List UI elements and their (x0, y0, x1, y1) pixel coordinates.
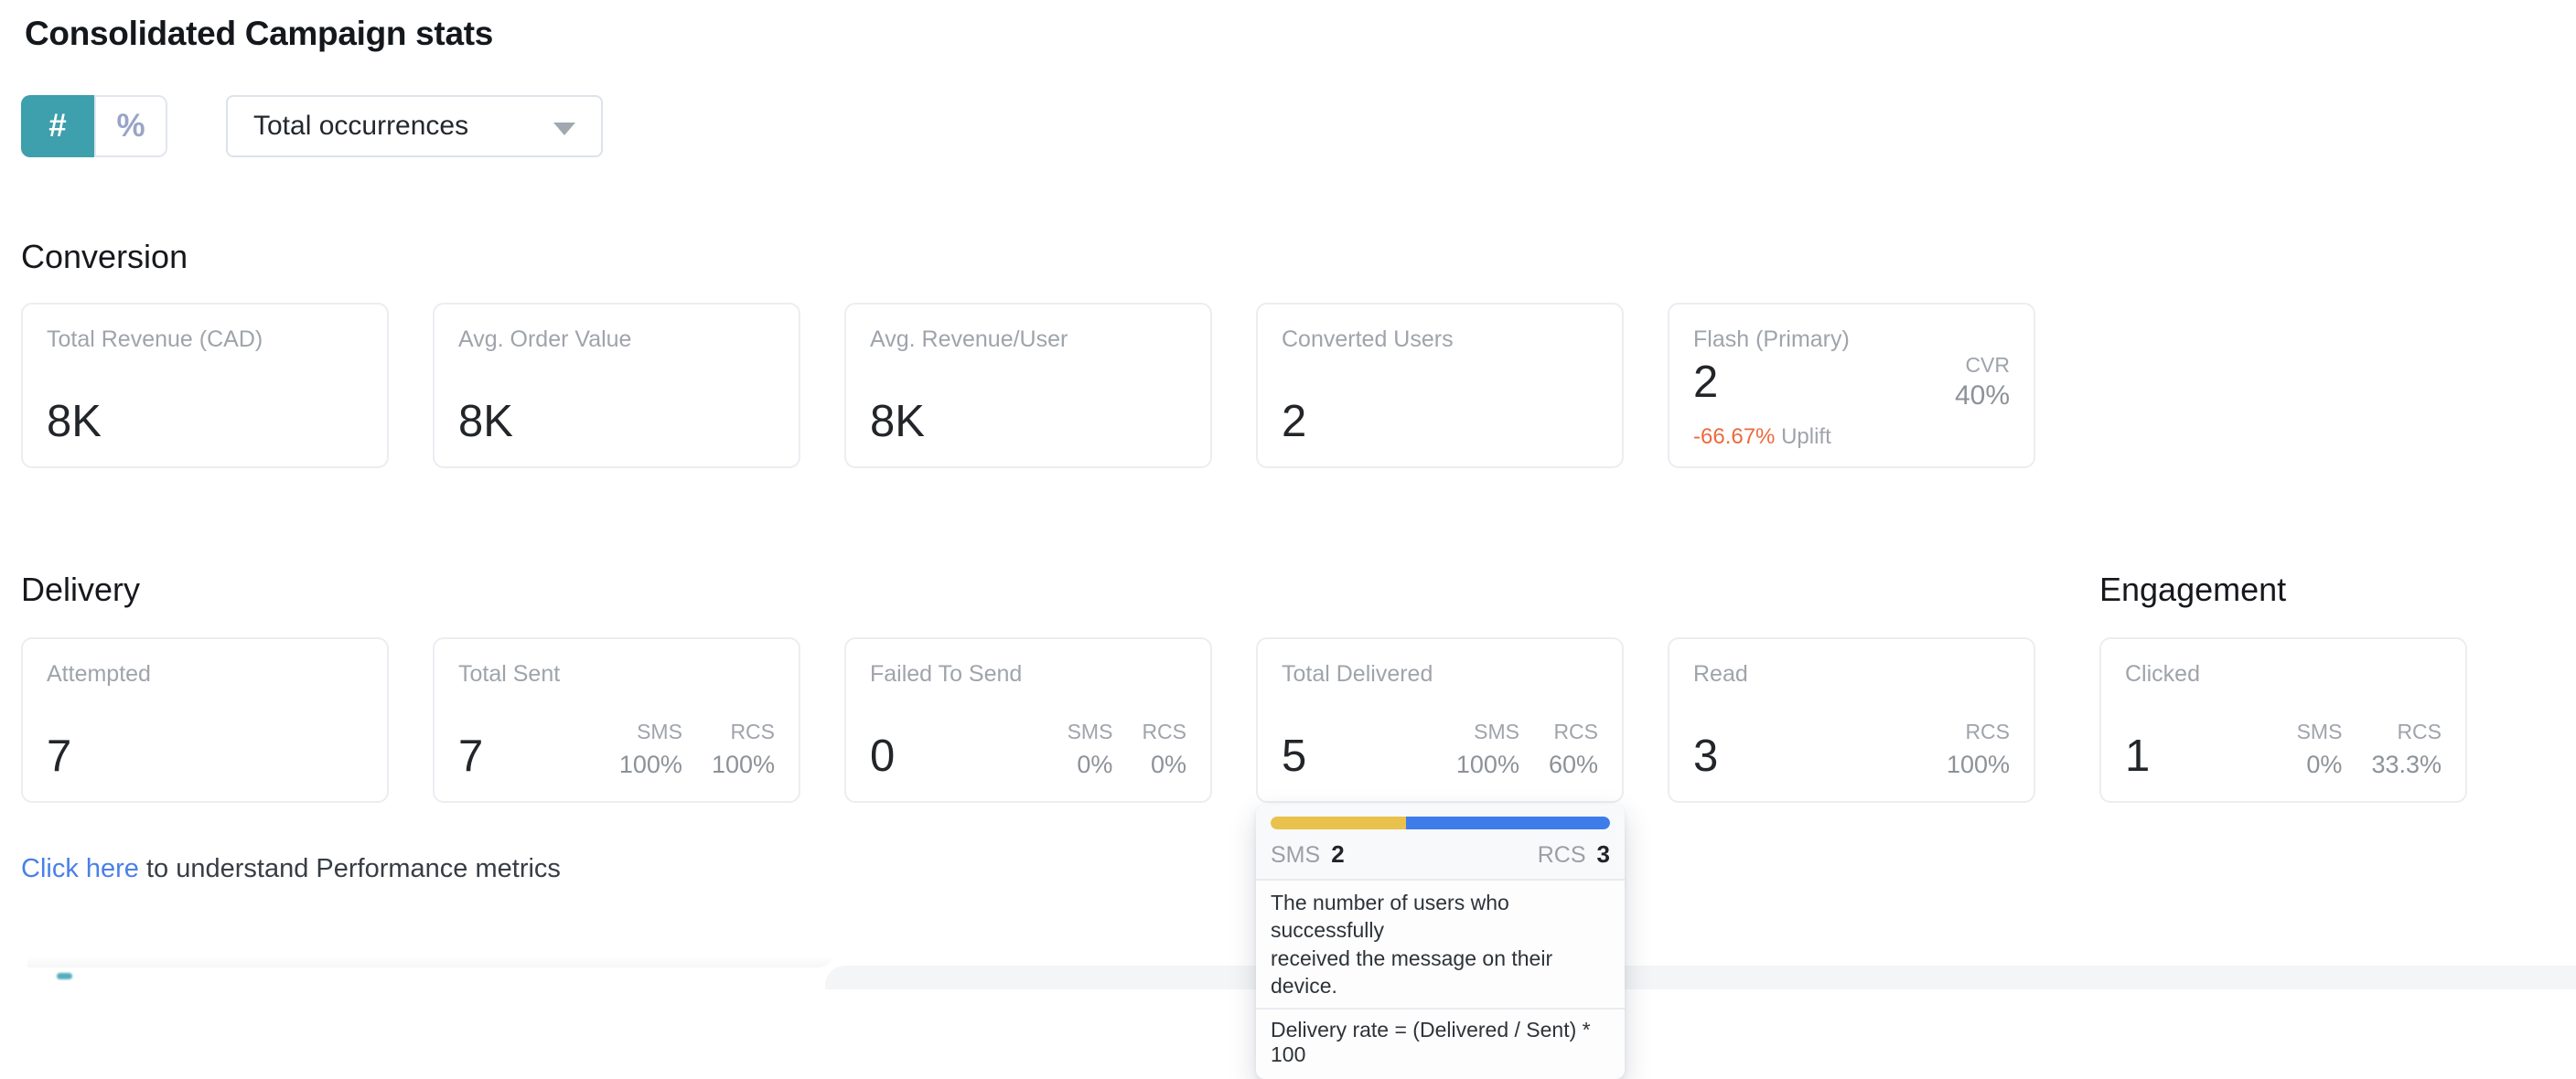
stat-card-attempted: Attempted 7 (21, 637, 389, 803)
stat-card-avg-revenue-user: Avg. Revenue/User 8K (844, 303, 1212, 468)
rcs-header: RCS (730, 720, 775, 743)
cutoff-chart-sliver (57, 973, 72, 979)
rcs-count: RCS 3 (1538, 840, 1610, 869)
stat-card-total-delivered[interactable]: Total Delivered 5 SMS 100% RCS 60% (1256, 637, 1624, 803)
stat-card-total-revenue: Total Revenue (CAD) 8K (21, 303, 389, 468)
card-label: Total Sent (458, 661, 561, 687)
uplift-label: Uplift (1781, 424, 1831, 449)
toggle-percent-button[interactable]: % (94, 95, 167, 157)
card-value: 2 (1282, 397, 1307, 446)
sms-header: SMS (2296, 720, 2343, 743)
stat-card-failed-to-send: Failed To Send 0 SMS 0% RCS 0% (844, 637, 1212, 803)
stat-card-converted-users: Converted Users 2 (1256, 303, 1624, 468)
engagement-cards-row: Clicked 1 SMS 0% RCS 33.3% (2099, 637, 2467, 803)
sms-bar-segment (1271, 817, 1407, 829)
toggle-count-button[interactable]: # (21, 95, 94, 157)
card-label: Attempted (47, 661, 151, 687)
card-label: Total Delivered (1282, 661, 1433, 687)
rcs-header: RCS (2397, 720, 2442, 743)
rcs-value: 3 (1596, 840, 1610, 868)
performance-metrics-line: Click here to understand Performance met… (21, 854, 561, 884)
card-value: 8K (870, 397, 925, 446)
rcs-percent: 100% (711, 751, 775, 778)
rcs-percent: 60% (1548, 751, 1598, 778)
channel-split-table: SMS 0% RCS 33.3% (2297, 720, 2442, 779)
cvr-block: CVR 40% (1955, 353, 2010, 411)
delivered-tooltip: SMS 2 RCS 3 The number of users who succ… (1256, 805, 1625, 1079)
channel-split-table: RCS 100% (1947, 720, 2010, 779)
card-value: 2 (1693, 357, 1719, 407)
conversion-cards-row: Total Revenue (CAD) 8K Avg. Order Value … (21, 303, 2035, 468)
sms-count: SMS 2 (1271, 840, 1345, 869)
sms-percent: 0% (1077, 751, 1113, 778)
section-heading-engagement: Engagement (2099, 571, 2287, 608)
page-title: Consolidated Campaign stats (25, 15, 494, 52)
uplift-row: -66.67% Uplift (1693, 424, 2010, 450)
cvr-value: 40% (1954, 380, 2010, 411)
channel-split-bar (1271, 817, 1610, 829)
delivered-tooltip-breakdown: SMS 2 RCS 3 (1256, 805, 1625, 879)
delivery-cards-row: Attempted 7 Total Sent 7 SMS 100% RCS 100%… (21, 637, 2035, 803)
metric-dropdown-value: Total occurrences (253, 111, 469, 141)
stat-card-avg-order-value: Avg. Order Value 8K (433, 303, 800, 468)
card-label: Flash (Primary) (1693, 326, 1850, 352)
stat-card-total-sent: Total Sent 7 SMS 100% RCS 100% (433, 637, 800, 803)
performance-metrics-text: to understand Performance metrics (138, 854, 561, 883)
metric-dropdown[interactable]: Total occurrences (226, 95, 603, 157)
sms-header: SMS (1474, 720, 1519, 743)
chevron-down-icon (553, 123, 575, 135)
card-value: 5 (1282, 732, 1307, 781)
card-label: Read (1693, 661, 1748, 687)
uplift-value: -66.67% (1693, 424, 1776, 449)
card-value: 3 (1693, 732, 1719, 781)
rcs-label: RCS (1537, 842, 1586, 868)
sms-header: SMS (1067, 720, 1113, 743)
card-label: Converted Users (1282, 326, 1454, 352)
rcs-bar-segment (1406, 817, 1610, 829)
card-label: Failed To Send (870, 661, 1023, 687)
card-value: 8K (458, 397, 513, 446)
card-value: 0 (870, 732, 896, 781)
percent-icon: % (116, 108, 145, 144)
rcs-header: RCS (1553, 720, 1598, 743)
sms-percent: 100% (1455, 751, 1519, 778)
card-label: Clicked (2125, 661, 2200, 687)
next-section-card-edge (27, 955, 832, 967)
card-value: 8K (47, 397, 102, 446)
channel-split-table: SMS 100% RCS 60% (1456, 720, 1598, 779)
stat-card-clicked: Clicked 1 SMS 0% RCS 33.3% (2099, 637, 2467, 803)
delivery-rate-formula: Delivery rate = (Delivered / Sent) * 100 (1271, 1018, 1591, 1067)
sms-percent: 100% (618, 751, 682, 778)
rcs-percent: 33.3% (2371, 751, 2442, 778)
rcs-header: RCS (1142, 720, 1186, 743)
cvr-label: CVR (1965, 353, 2010, 377)
performance-metrics-link[interactable]: Click here (21, 854, 139, 883)
sms-percent: 0% (2306, 751, 2343, 778)
next-section-panel (825, 966, 2576, 989)
stat-card-flash-primary: Flash (Primary) 2 CVR 40% -66.67% Uplift (1668, 303, 2035, 468)
channel-split-table: SMS 0% RCS 0% (1068, 720, 1186, 779)
rcs-percent: 0% (1150, 751, 1186, 778)
card-value: 7 (47, 732, 72, 781)
count-percent-toggle: # % (21, 95, 167, 157)
rcs-header: RCS (1965, 720, 2010, 743)
divider (1256, 879, 1625, 881)
card-label: Total Revenue (CAD) (47, 326, 263, 352)
card-label: Avg. Order Value (458, 326, 632, 352)
hash-icon: # (48, 108, 67, 144)
sms-value: 2 (1331, 840, 1345, 868)
card-value: 1 (2125, 732, 2151, 781)
rcs-percent: 100% (1946, 751, 2010, 778)
sms-label: SMS (1271, 842, 1321, 868)
section-heading-delivery: Delivery (21, 571, 141, 608)
card-label: Avg. Revenue/User (870, 326, 1068, 352)
card-value: 7 (458, 732, 484, 781)
section-heading-conversion: Conversion (21, 238, 188, 275)
delivered-description: The number of users who successfully rec… (1271, 891, 1553, 999)
channel-split-table: SMS 100% RCS 100% (619, 720, 775, 779)
stat-card-read: Read 3 RCS 100% (1668, 637, 2035, 803)
sms-header: SMS (637, 720, 682, 743)
